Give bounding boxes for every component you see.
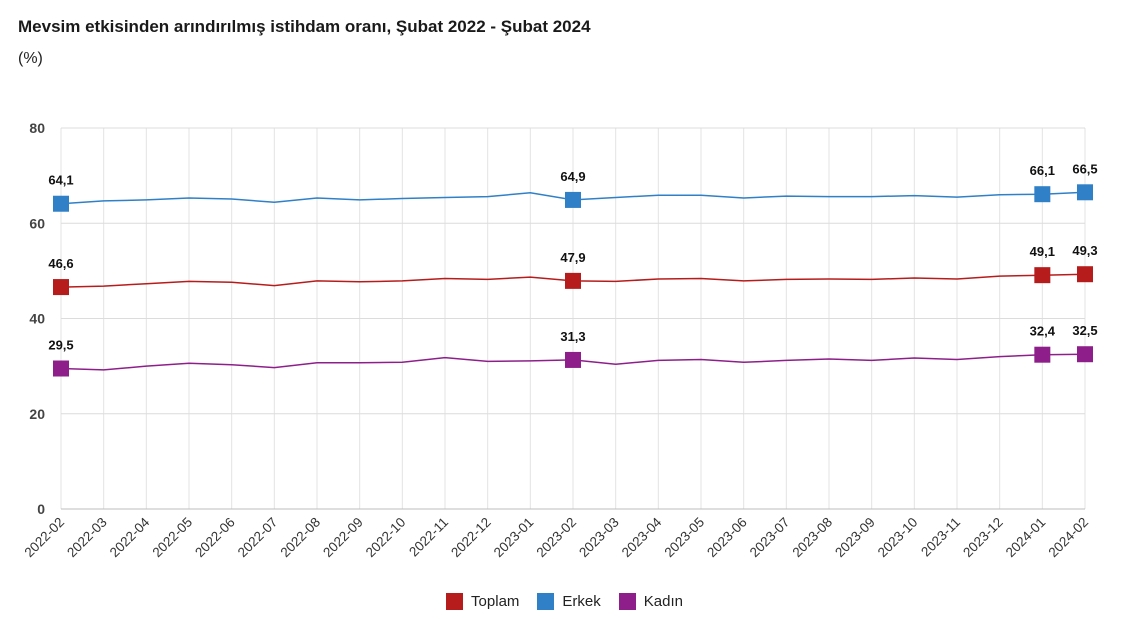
x-tick-label: 2023-08 — [789, 515, 835, 561]
data-point-marker — [1034, 186, 1051, 203]
data-label: 49,3 — [1072, 243, 1097, 258]
chart-title: Mevsim etkisinden arındırılmış istihdam … — [18, 17, 591, 36]
legend-label-erkek: Erkek — [562, 593, 601, 610]
x-tick-label: 2023-05 — [661, 515, 707, 561]
data-point-marker — [565, 351, 581, 368]
x-tick-label: 2023-01 — [491, 515, 537, 561]
legend-label-kadin: Kadın — [643, 593, 683, 610]
data-point-marker — [1077, 266, 1093, 283]
data-label: 49,1 — [1030, 244, 1055, 259]
y-tick-label: 80 — [29, 120, 45, 136]
legend-item-toplam[interactable]: Toplam — [446, 593, 519, 610]
x-tick-label: 2022-11 — [406, 515, 451, 560]
x-tick-label: 2022-10 — [363, 515, 409, 561]
x-tick-label: 2023-12 — [960, 515, 1006, 561]
data-label: 47,9 — [560, 250, 585, 265]
x-tick-label: 2023-11 — [918, 515, 963, 560]
data-label: 64,9 — [560, 169, 585, 184]
legend: Toplam Erkek Kadın — [0, 593, 1129, 610]
x-tick-label: 2022-04 — [107, 514, 153, 560]
data-point-marker — [565, 191, 581, 208]
data-label: 46,6 — [48, 256, 73, 271]
x-tick-label: 2022-12 — [448, 515, 494, 561]
data-point-marker — [53, 279, 69, 296]
data-point-marker — [53, 360, 69, 377]
x-tick-label: 2023-03 — [576, 515, 622, 561]
data-label: 64,1 — [48, 173, 73, 188]
legend-item-erkek[interactable]: Erkek — [537, 593, 601, 610]
data-label: 32,5 — [1072, 323, 1097, 338]
chart-unit: (%) — [18, 50, 43, 67]
x-tick-label: 2022-03 — [64, 515, 110, 561]
x-tick-label: 2023-10 — [875, 515, 921, 561]
data-point-marker — [1034, 267, 1051, 284]
y-tick-label: 20 — [29, 406, 45, 422]
data-label: 29,5 — [48, 338, 73, 353]
x-tick-label: 2023-06 — [704, 515, 750, 561]
y-tick-label: 60 — [29, 215, 45, 231]
x-tick-label: 2022-07 — [235, 515, 281, 561]
data-label: 32,4 — [1030, 324, 1056, 339]
x-tick-label: 2024-01 — [1003, 515, 1049, 561]
legend-swatch-toplam — [446, 593, 464, 610]
data-point-marker — [53, 195, 69, 212]
data-point-marker — [1034, 346, 1051, 363]
x-tick-label: 2022-08 — [277, 515, 323, 561]
legend-swatch-kadin — [618, 593, 636, 610]
legend-swatch-erkek — [537, 593, 555, 610]
legend-label-toplam: Toplam — [471, 593, 520, 610]
x-tick-label: 2024-02 — [1045, 515, 1091, 561]
x-tick-label: 2023-09 — [832, 515, 878, 561]
data-label: 31,3 — [560, 329, 585, 344]
x-tick-label: 2022-02 — [21, 515, 67, 561]
data-point-marker — [1077, 184, 1093, 201]
y-tick-label: 40 — [29, 311, 45, 327]
line-chart: 0204060802022-022022-032022-042022-05202… — [21, 120, 1097, 561]
legend-item-kadin[interactable]: Kadın — [618, 593, 683, 610]
data-point-marker — [565, 272, 581, 289]
x-tick-label: 2023-02 — [533, 515, 579, 561]
y-tick-label: 0 — [37, 501, 45, 517]
data-label: 66,1 — [1030, 163, 1055, 178]
data-point-marker — [1077, 346, 1093, 363]
data-label: 66,5 — [1072, 161, 1097, 176]
x-tick-label: 2022-06 — [192, 515, 238, 561]
x-tick-label: 2023-04 — [619, 514, 665, 560]
x-tick-label: 2023-07 — [747, 515, 793, 561]
x-tick-label: 2022-05 — [149, 515, 195, 561]
x-tick-label: 2022-09 — [320, 515, 366, 561]
